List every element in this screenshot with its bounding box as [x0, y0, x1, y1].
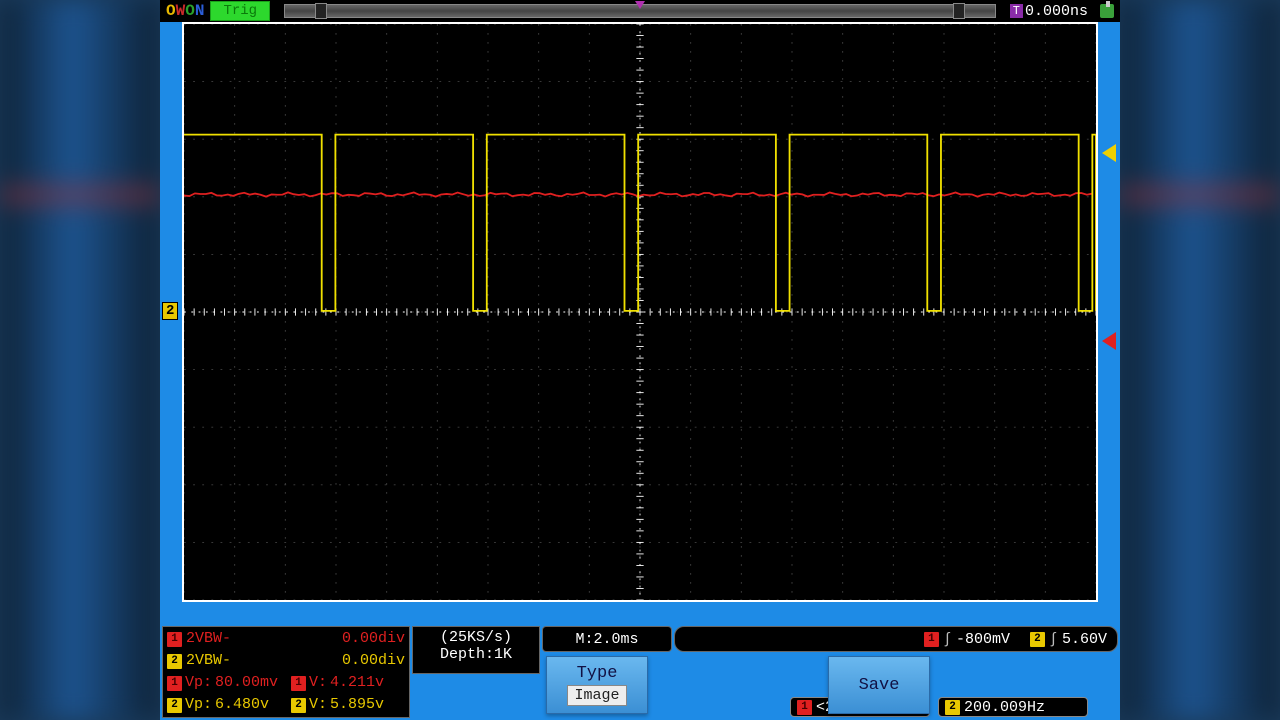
ch1-indicator-icon: 1 [291, 676, 306, 691]
horizontal-position-bar[interactable] [284, 4, 996, 18]
ch1-vbw-label: 2VBW- [186, 628, 231, 650]
timebase-value: M:2.0ms [575, 631, 638, 648]
trigger-position-marker-icon [635, 1, 645, 9]
ch1-indicator-icon: 1 [924, 632, 939, 647]
ch2-vp-label: Vp: [185, 694, 212, 716]
timebase-readout: M:2.0ms [542, 626, 672, 652]
ch2-trigger-level-marker-icon[interactable] [1102, 144, 1116, 162]
ch2-v-value: 5.895v [330, 694, 384, 716]
t-icon: T [1010, 4, 1023, 18]
decorative-blur-left [0, 0, 160, 720]
ch2-vbw-value: 0.00div [342, 650, 405, 672]
rising-edge-icon: ∫ [943, 631, 952, 648]
waveform-display[interactable] [182, 22, 1098, 602]
save-button-label: Save [859, 676, 900, 695]
ch1-vp-label: Vp: [185, 672, 212, 694]
ch2-indicator-icon: 2 [291, 698, 306, 713]
acquisition-panel: (25KS/s) Depth:1K [412, 626, 540, 674]
type-button-value: Image [567, 685, 626, 706]
ch1-trigger-level-marker-icon[interactable] [1102, 332, 1116, 350]
ch1-indicator-icon: 1 [167, 632, 182, 647]
bottom-panel: 1 2VBW- 0.00div 2 2VBW- 0.00div 1 Vp: 80… [160, 624, 1120, 720]
ch2-indicator-icon: 2 [1030, 632, 1045, 647]
ch2-vbw-label: 2VBW- [186, 650, 231, 672]
oscilloscope-frame: OWON Trig T 0.000ns 2 T 1 <2Hz 2 200.009… [160, 0, 1120, 720]
ch2-ground-marker[interactable]: 2 [162, 302, 178, 320]
top-bar: OWON Trig T 0.000ns [160, 0, 1120, 22]
trigger-time-value: 0.000ns [1025, 3, 1088, 20]
rising-edge-icon: ∫ [1049, 631, 1058, 648]
ch2-v-label: V: [309, 694, 327, 716]
type-button[interactable]: Type Image [546, 656, 648, 714]
memory-depth: Depth:1K [440, 646, 512, 663]
type-button-label: Type [577, 664, 618, 683]
save-button[interactable]: Save [828, 656, 930, 714]
brand-logo: OWON [166, 2, 204, 20]
ch1-vp-value: 80.00mv [215, 672, 278, 694]
trigger-status-badge: Trig [210, 1, 270, 21]
sample-rate: (25KS/s) [440, 629, 512, 646]
ch2-indicator-icon: 2 [167, 654, 182, 669]
ch1-indicator-icon: 1 [167, 676, 182, 691]
trigger-time-readout: T 0.000ns [1010, 3, 1088, 20]
ch2-vp-value: 6.480v [215, 694, 269, 716]
ch1-trigger-level: -800mV [956, 631, 1010, 648]
measurements-panel: 1 2VBW- 0.00div 2 2VBW- 0.00div 1 Vp: 80… [162, 626, 410, 718]
ch1-v-label: V: [309, 672, 327, 694]
waveform-svg [184, 24, 1096, 600]
ch1-vbw-value: 0.00div [342, 628, 405, 650]
usb-storage-icon [1100, 4, 1114, 18]
softkey-menu: Type Image Save [542, 654, 1118, 718]
ch2-indicator-icon: 2 [167, 698, 182, 713]
ch1-v-value: 4.211v [330, 672, 384, 694]
decorative-blur-right [1120, 0, 1280, 720]
ch2-trigger-level: 5.60V [1062, 631, 1107, 648]
trigger-info-panel: 1 ∫ -800mV 2 ∫ 5.60V [674, 626, 1118, 652]
